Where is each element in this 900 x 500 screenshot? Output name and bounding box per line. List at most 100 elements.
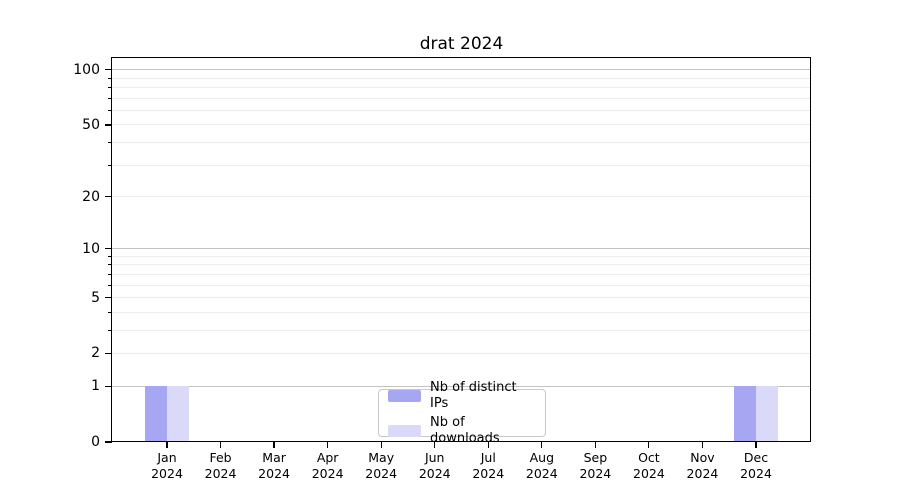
y-minor-tick-mark: [108, 273, 112, 275]
y-minor-tick-mark: [108, 110, 112, 112]
x-tick-label: Oct 2024: [619, 450, 679, 482]
x-tick-month: Sep: [583, 450, 608, 465]
y-minor-tick-mark: [108, 142, 112, 144]
y-tick-mark: [105, 69, 112, 71]
y-tick-label: 0: [91, 434, 100, 450]
gridline-minor: [112, 273, 811, 275]
y-tick-mark: [105, 441, 112, 443]
x-tick-month: Dec: [743, 450, 769, 465]
gridline-minor: [112, 77, 811, 79]
y-tick-label: 2: [91, 345, 100, 362]
x-tick-mark: [166, 442, 168, 448]
x-tick-label: Dec 2024: [726, 450, 786, 482]
y-tick-label: 1: [91, 378, 100, 395]
x-tick-label: Mar 2024: [244, 450, 304, 482]
x-tick-mark: [434, 442, 436, 448]
x-tick-mark: [219, 442, 222, 448]
x-tick-mark: [380, 442, 382, 448]
x-tick-mark: [594, 442, 596, 448]
legend-swatch-downloads: [388, 424, 421, 437]
bar-nb-of-distinct-ips-dec-2024: [734, 386, 756, 441]
x-tick-mark: [487, 442, 489, 448]
x-tick-year: 2024: [204, 466, 237, 481]
y-minor-tick-mark: [108, 329, 112, 331]
x-tick-label: May 2024: [351, 450, 411, 482]
x-tick-label: Nov 2024: [672, 450, 732, 482]
legend-label-downloads: Nb of downloads: [430, 414, 500, 446]
gridline-minor: [112, 297, 811, 299]
gridline-major: [112, 385, 811, 387]
y-minor-tick-mark: [108, 87, 112, 89]
y-tick-mark: [105, 296, 112, 299]
legend-label-distinct-ips: Nb of distinct IPs: [430, 379, 517, 411]
x-tick-year: 2024: [418, 466, 451, 481]
x-tick-mark: [701, 442, 704, 448]
gridline-minor: [112, 264, 811, 266]
x-tick-month: Jul: [480, 450, 496, 465]
x-tick-year: 2024: [579, 466, 612, 481]
x-tick-year: 2024: [472, 466, 505, 481]
y-minor-tick-mark: [108, 255, 112, 257]
x-tick-month: Jun: [424, 450, 445, 465]
y-minor-tick-mark: [108, 77, 112, 79]
x-tick-year: 2024: [151, 466, 183, 481]
x-tick-month: Jan: [157, 450, 177, 465]
legend-item-distinct-ips: Nb of distinct IPs: [388, 380, 536, 412]
x-tick-label: Aug 2024: [512, 450, 572, 482]
gridline-minor: [112, 97, 811, 99]
x-tick-label: Sep 2024: [565, 450, 625, 482]
x-tick-year: 2024: [740, 466, 772, 481]
y-tick-mark: [105, 124, 112, 126]
gridline-minor: [112, 352, 811, 354]
chart-title: drat 2024: [419, 34, 504, 54]
gridline-minor: [112, 196, 811, 197]
x-tick-mark: [327, 442, 329, 448]
x-tick-year: 2024: [525, 466, 558, 481]
x-tick-label: Feb 2024: [191, 450, 251, 482]
x-tick-year: 2024: [311, 466, 344, 481]
y-tick-label: 10: [82, 240, 100, 257]
x-tick-mark: [273, 442, 275, 448]
gridline-minor: [112, 329, 811, 331]
x-tick-year: 2024: [365, 466, 398, 481]
x-tick-label: Jul 2024: [458, 450, 518, 482]
x-tick-month: Mar: [262, 450, 286, 465]
bar-nb-of-distinct-ips-jan-2024: [145, 386, 167, 441]
y-minor-tick-mark: [108, 264, 112, 266]
gridline-minor: [112, 164, 811, 166]
y-tick-mark: [105, 248, 112, 250]
x-tick-year: 2024: [258, 466, 290, 481]
y-minor-tick-mark: [108, 97, 112, 99]
y-tick-mark: [105, 195, 112, 198]
x-tick-label: Apr 2024: [298, 450, 358, 482]
x-tick-mark: [541, 442, 543, 448]
y-minor-tick-mark: [108, 284, 112, 286]
x-tick-label: Jan 2024: [137, 450, 197, 482]
x-tick-month: Nov: [690, 450, 715, 465]
y-tick-label: 20: [82, 188, 100, 205]
x-tick-month: May: [368, 450, 395, 465]
gridline-minor: [112, 124, 811, 126]
gridline-minor: [112, 311, 811, 313]
legend-item-downloads: Nb of downloads: [388, 415, 536, 447]
gridline-major: [112, 69, 811, 71]
y-tick-label: 100: [73, 61, 100, 78]
y-tick-mark: [105, 352, 112, 354]
x-tick-month: Aug: [529, 450, 555, 465]
gridline-minor: [112, 87, 811, 89]
x-tick-label: Jun 2024: [405, 450, 465, 482]
x-tick-month: Feb: [209, 450, 232, 465]
x-tick-month: Apr: [316, 450, 339, 465]
legend: Nb of distinct IPs Nb of downloads: [378, 380, 546, 446]
x-tick-year: 2024: [686, 466, 719, 481]
gridline-major: [112, 248, 811, 250]
bar-nb-of-downloads-jan-2024: [167, 386, 189, 441]
gridline-minor: [112, 110, 811, 112]
x-tick-month: Oct: [638, 450, 660, 465]
x-tick-year: 2024: [633, 466, 665, 481]
y-tick-label: 50: [82, 116, 100, 133]
gridline-minor: [112, 255, 811, 257]
